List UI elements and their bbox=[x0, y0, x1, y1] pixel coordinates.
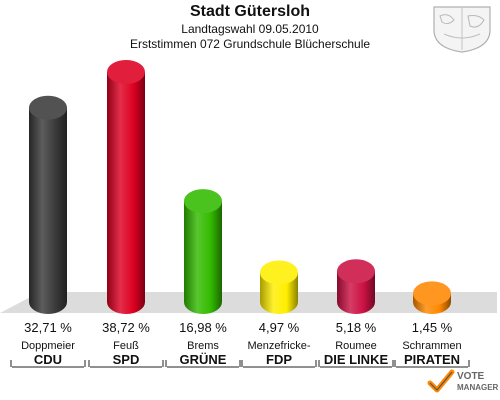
coat-of-arms-icon bbox=[433, 6, 491, 53]
candidate-label: Roumee bbox=[335, 340, 377, 352]
bar-cap-cdu bbox=[29, 95, 67, 120]
value-label: 16,98 % bbox=[179, 320, 227, 335]
vote-manager-logo: VOTE MANAGER bbox=[427, 368, 499, 398]
bar-cap-gr-ne bbox=[184, 189, 222, 214]
value-label: 38,72 % bbox=[102, 320, 150, 335]
chart-title: Stadt Gütersloh bbox=[189, 3, 310, 20]
party-label: CDU bbox=[33, 352, 63, 367]
value-label: 1,45 % bbox=[411, 320, 453, 335]
brand-line-2: MANAGER bbox=[457, 383, 499, 392]
party-label: DIE LINKE bbox=[323, 352, 389, 367]
candidate-label: Feuß bbox=[113, 340, 139, 352]
candidate-label: Menzefricke- bbox=[247, 340, 311, 352]
candidate-label: Brems bbox=[187, 340, 219, 352]
candidate-label: Doppmeier bbox=[21, 340, 75, 352]
party-label: SPD bbox=[112, 352, 140, 367]
bar-spd bbox=[107, 72, 145, 314]
party-label: GRÜNE bbox=[179, 352, 227, 367]
value-label: 4,97 % bbox=[258, 320, 300, 335]
bar-cap-fdp bbox=[260, 260, 298, 285]
chart-subtitle-district: Erststimmen 072 Grundschule Blücherschul… bbox=[129, 37, 371, 51]
value-label: 32,71 % bbox=[24, 320, 72, 335]
party-label: PIRATEN bbox=[403, 352, 461, 367]
bar-cap-spd bbox=[107, 60, 145, 84]
bars-group bbox=[29, 60, 451, 315]
bar-cdu bbox=[29, 107, 67, 315]
bar-die-linke bbox=[337, 271, 375, 314]
checkmark-icon bbox=[427, 369, 455, 393]
value-label: 5,18 % bbox=[335, 320, 377, 335]
bar-cap-die-linke bbox=[337, 259, 375, 284]
bar-gr-ne bbox=[184, 201, 222, 314]
candidate-label: Schrammen bbox=[402, 340, 462, 352]
brand-line-1: VOTE bbox=[457, 371, 485, 382]
chart-subtitle-election: Landtagswahl 09.05.2010 bbox=[181, 22, 319, 36]
bar-cap-piraten bbox=[413, 281, 451, 306]
party-label: FDP bbox=[266, 352, 292, 367]
